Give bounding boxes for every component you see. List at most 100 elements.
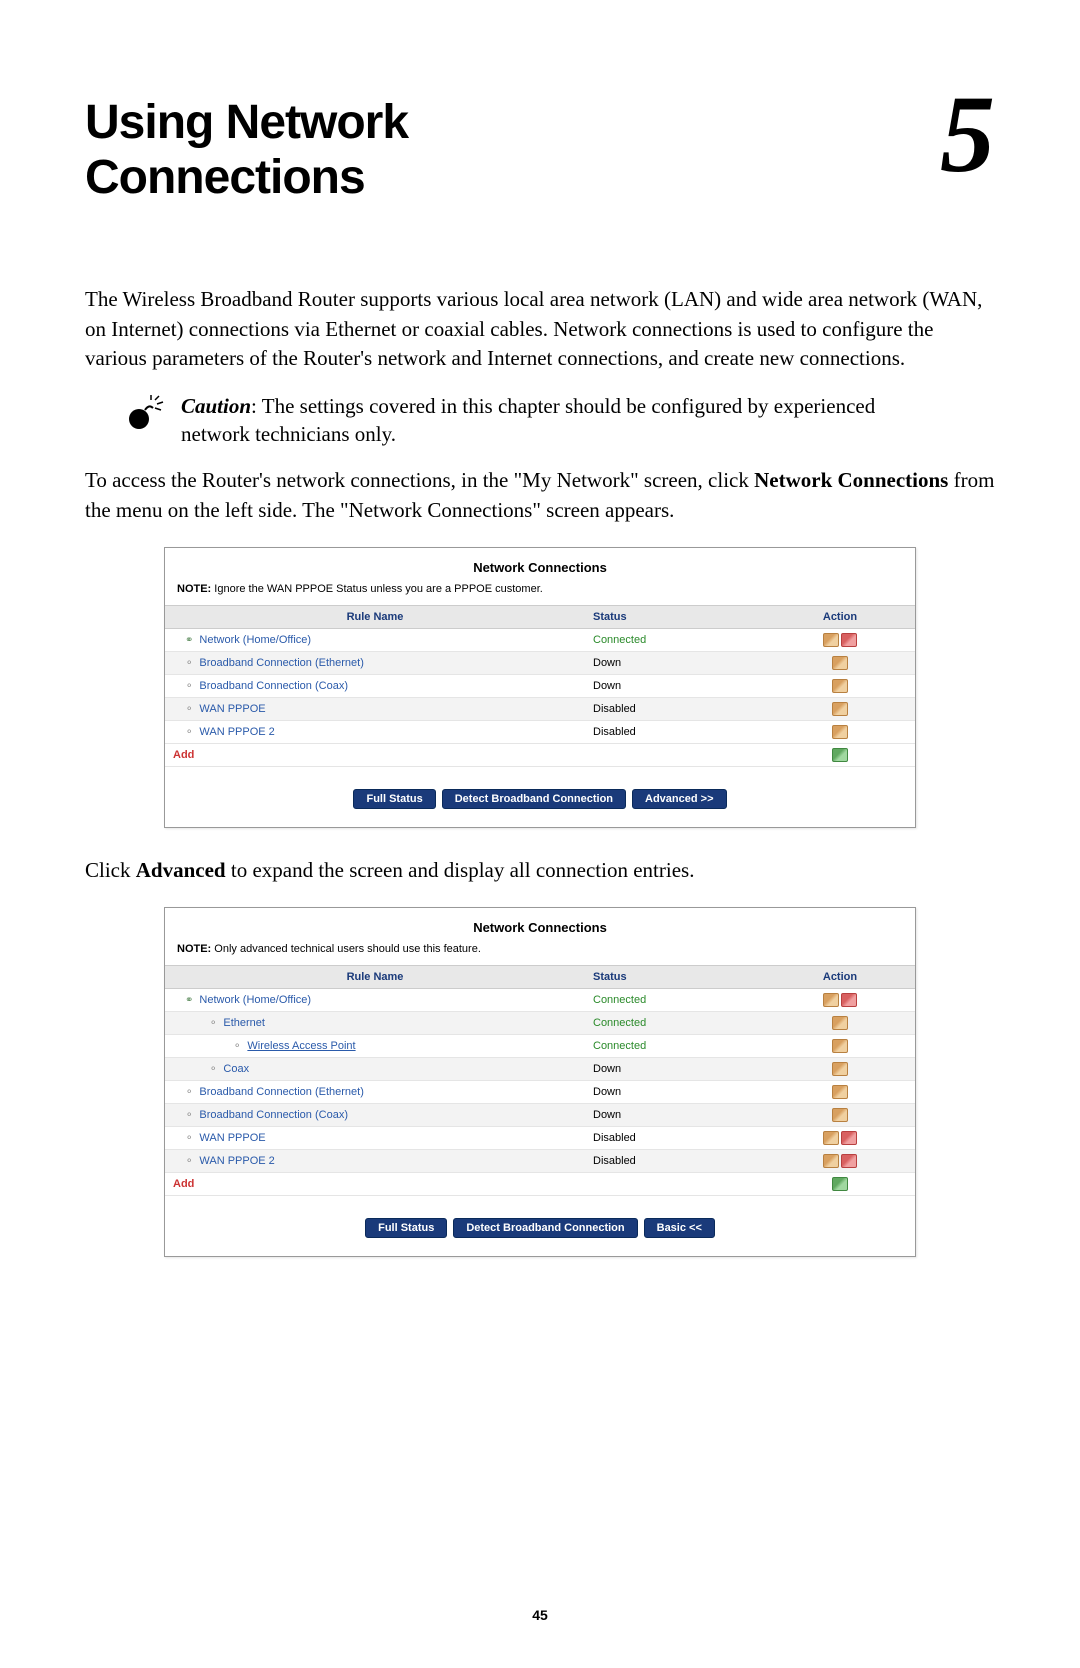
screenshot-basic: Network Connections NOTE: Ignore the WAN…	[164, 547, 916, 828]
action-cell	[765, 1058, 915, 1081]
rule-name-cell[interactable]: Coax	[165, 1058, 585, 1081]
rule-name-cell[interactable]: Wireless Access Point	[165, 1035, 585, 1058]
add-icon[interactable]	[832, 1177, 848, 1191]
connections-table-basic: Rule Name Status Action Network (Home/Of…	[165, 605, 915, 767]
rule-name-label: Network (Home/Office)	[199, 634, 311, 646]
edit-icon[interactable]	[832, 1016, 848, 1030]
full-status-button[interactable]: Full Status	[353, 789, 435, 809]
rule-name-cell[interactable]: Ethernet	[165, 1012, 585, 1035]
del-icon[interactable]	[841, 633, 857, 647]
add-label[interactable]: Add	[165, 744, 585, 767]
rule-name-label: Broadband Connection (Ethernet)	[199, 657, 364, 669]
click-advanced-text: Click Advanced to expand the screen and …	[85, 856, 995, 885]
rule-name-cell[interactable]: WAN PPPOE	[165, 698, 585, 721]
rule-name-cell[interactable]: Broadband Connection (Ethernet)	[165, 1081, 585, 1104]
status-cell: Connected	[585, 1035, 765, 1058]
add-status-empty	[585, 1173, 765, 1196]
screenshot1-note-text: Ignore the WAN PPPOE Status unless you a…	[211, 583, 543, 595]
rule-name-cell[interactable]: Network (Home/Office)	[165, 989, 585, 1012]
action-cell	[765, 989, 915, 1012]
edit-icon[interactable]	[832, 1039, 848, 1053]
th-action2: Action	[765, 966, 915, 989]
action-cell	[765, 629, 915, 652]
action-cell	[765, 1012, 915, 1035]
edit-icon[interactable]	[832, 1062, 848, 1076]
plug-icon	[209, 1063, 223, 1075]
add-row[interactable]: Add	[165, 1173, 915, 1196]
edit-icon[interactable]	[823, 1131, 839, 1145]
status-cell: Disabled	[585, 721, 765, 744]
rule-name-label: Broadband Connection (Coax)	[199, 1109, 348, 1121]
click-suffix: to expand the screen and display all con…	[226, 858, 695, 882]
edit-icon[interactable]	[832, 1108, 848, 1122]
edit-icon[interactable]	[832, 656, 848, 670]
edit-icon[interactable]	[823, 1154, 839, 1168]
screenshot2-title: Network Connections	[165, 908, 915, 941]
advanced--button[interactable]: Advanced >>	[632, 789, 726, 809]
status-cell: Disabled	[585, 698, 765, 721]
action-cell	[765, 1104, 915, 1127]
add-status-empty	[585, 744, 765, 767]
status-cell: Down	[585, 1058, 765, 1081]
del-icon[interactable]	[841, 993, 857, 1007]
del-icon[interactable]	[841, 1154, 857, 1168]
edit-icon[interactable]	[832, 725, 848, 739]
table-row: Broadband Connection (Ethernet)Down	[165, 652, 915, 675]
table-row: Broadband Connection (Ethernet)Down	[165, 1081, 915, 1104]
caution-icon	[125, 394, 175, 435]
rule-name-label: Network (Home/Office)	[199, 994, 311, 1006]
status-cell: Connected	[585, 1012, 765, 1035]
plug-icon	[185, 726, 199, 738]
network-icon	[185, 634, 199, 646]
access-instructions: To access the Router's network connectio…	[85, 466, 995, 525]
rule-name-cell[interactable]: Broadband Connection (Ethernet)	[165, 652, 585, 675]
full-status-button[interactable]: Full Status	[365, 1218, 447, 1238]
rule-name-cell[interactable]: WAN PPPOE 2	[165, 721, 585, 744]
rule-name-cell[interactable]: Broadband Connection (Coax)	[165, 1104, 585, 1127]
plug-icon	[209, 1017, 223, 1029]
edit-icon[interactable]	[832, 702, 848, 716]
th-rule2: Rule Name	[165, 966, 585, 989]
plug-icon	[185, 657, 199, 669]
th-action: Action	[765, 606, 915, 629]
table-row: Network (Home/Office)Connected	[165, 629, 915, 652]
status-cell: Disabled	[585, 1127, 765, 1150]
add-icon[interactable]	[832, 748, 848, 762]
table-row: Broadband Connection (Coax)Down	[165, 1104, 915, 1127]
rule-name-cell[interactable]: Broadband Connection (Coax)	[165, 675, 585, 698]
rule-name-cell[interactable]: Network (Home/Office)	[165, 629, 585, 652]
screenshot1-note: NOTE: Ignore the WAN PPPOE Status unless…	[165, 581, 915, 605]
click-prefix: Click	[85, 858, 136, 882]
chapter-title: Using Network Connections	[85, 95, 408, 205]
plug-icon	[185, 1109, 199, 1121]
caution-block: Caution: The settings covered in this ch…	[85, 392, 995, 449]
detect-broadband-connection-button[interactable]: Detect Broadband Connection	[442, 789, 626, 809]
edit-icon[interactable]	[823, 633, 839, 647]
add-label[interactable]: Add	[165, 1173, 585, 1196]
manual-page: Using Network Connections 5 The Wireless…	[0, 0, 1080, 1668]
edit-icon[interactable]	[832, 1085, 848, 1099]
table-row: Network (Home/Office) Connected	[165, 989, 915, 1012]
table-row: WAN PPPOE 2Disabled	[165, 1150, 915, 1173]
click-bold: Advanced	[136, 858, 226, 882]
basic--button[interactable]: Basic <<	[644, 1218, 715, 1238]
rule-name-label: Broadband Connection (Coax)	[199, 680, 348, 692]
table-row: WAN PPPOE Disabled	[165, 1127, 915, 1150]
rule-name-cell[interactable]: WAN PPPOE 2	[165, 1150, 585, 1173]
table1-body: Network (Home/Office)ConnectedBroadband …	[165, 629, 915, 767]
screenshot2-note: NOTE: Only advanced technical users shou…	[165, 941, 915, 965]
chapter-title-line1: Using Network	[85, 96, 408, 149]
edit-icon[interactable]	[823, 993, 839, 1007]
action-cell	[765, 675, 915, 698]
status-cell: Connected	[585, 989, 765, 1012]
action-cell	[765, 1081, 915, 1104]
edit-icon[interactable]	[832, 679, 848, 693]
add-row[interactable]: Add	[165, 744, 915, 767]
add-action-cell	[765, 744, 915, 767]
rule-name-cell[interactable]: WAN PPPOE	[165, 1127, 585, 1150]
rule-name-label: Wireless Access Point	[247, 1040, 355, 1052]
detect-broadband-connection-button[interactable]: Detect Broadband Connection	[453, 1218, 637, 1238]
del-icon[interactable]	[841, 1131, 857, 1145]
rule-name-label: WAN PPPOE	[199, 1132, 265, 1144]
action-cell	[765, 652, 915, 675]
